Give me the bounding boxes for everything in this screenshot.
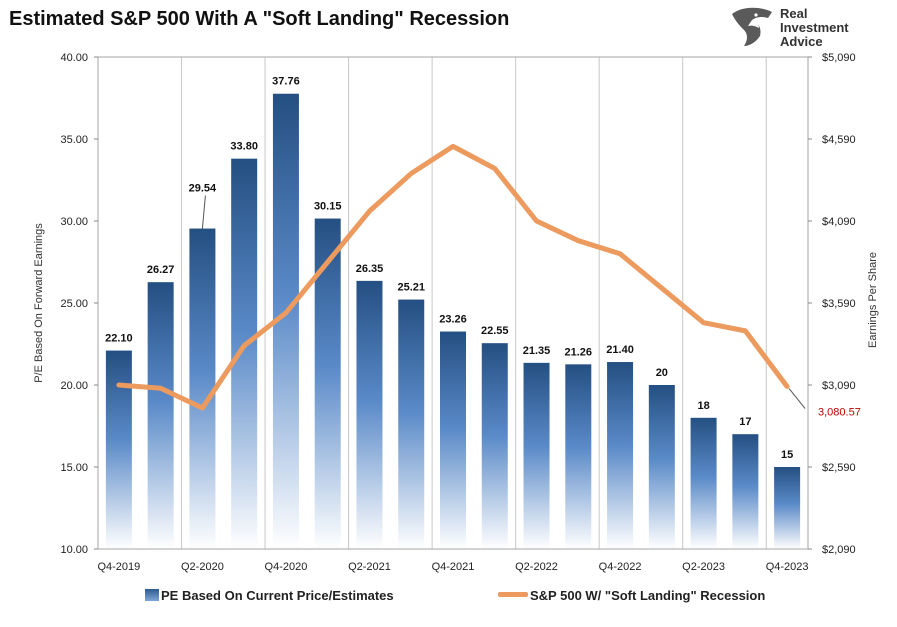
data-label-Q1-2020: 26.27 — [147, 264, 175, 276]
logo-line-2: Investment — [780, 20, 849, 35]
data-label-Q3-2020: 33.80 — [230, 141, 258, 153]
x-tick-label: Q4-2021 — [432, 561, 475, 573]
chart-title: Estimated S&P 500 With A "Soft Landing" … — [9, 8, 510, 30]
legend-label-line: S&P 500 W/ "Soft Landing" Recession — [530, 588, 766, 603]
x-tick-label: Q2-2023 — [682, 561, 725, 573]
y-right-tick-label: $4,090 — [822, 216, 856, 228]
bar-Q3-2022 — [565, 364, 592, 549]
bar-Q1-2021 — [314, 218, 341, 550]
legend-swatch-bars — [145, 589, 159, 601]
bar-Q3-2023 — [732, 434, 759, 549]
bar-Q2-2023 — [690, 417, 717, 549]
end-leader-line — [788, 388, 806, 409]
y-left-tick-label: 20.00 — [60, 380, 88, 392]
data-label-Q4-2023: 15 — [781, 449, 793, 461]
data-label-Q2-2021: 26.35 — [356, 263, 384, 275]
logo: Real Investment Advice — [728, 4, 888, 49]
logo-line-3: Advice — [780, 34, 823, 49]
bar-Q2-2020 — [189, 228, 216, 549]
y-left-tick-label: 10.00 — [60, 544, 88, 556]
y-right-tick-label: $2,090 — [822, 544, 856, 556]
bar-Q1-2023 — [648, 385, 675, 549]
y-left-tick-label: 25.00 — [60, 298, 88, 310]
y-right-tick-label: $5,090 — [822, 52, 856, 64]
data-label-Q4-2020: 37.76 — [272, 76, 300, 88]
data-label-Q3-2021: 25.21 — [397, 282, 425, 294]
legend-item-bars: PE Based On Current Price/Estimates — [145, 588, 394, 603]
data-label-Q1-2023: 20 — [656, 367, 668, 379]
data-label-Q1-2022: 22.55 — [481, 325, 509, 337]
bar-Q1-2020 — [147, 282, 174, 549]
bar-Q2-2022 — [523, 362, 550, 549]
y-right-tick-label: $3,090 — [822, 380, 856, 392]
sp500-end-label: 3,080.57 — [818, 407, 861, 419]
x-tick-label: Q4-2023 — [766, 561, 809, 573]
y-left-tick-label: 35.00 — [60, 134, 88, 146]
y-left-tick-label: 30.00 — [60, 216, 88, 228]
data-label-Q2-2022: 21.35 — [523, 345, 551, 357]
y-left-tick-label: 15.00 — [60, 462, 88, 474]
data-label-Q3-2023: 17 — [739, 416, 751, 428]
chart: 10.00 15.00 20.00 25.00 30.00 35.00 40.00 $2,09… — [33, 52, 879, 573]
eagle-head-icon — [732, 7, 772, 47]
bar-Q2-2021 — [356, 280, 383, 549]
logo-line-1: Real — [780, 6, 808, 21]
y-right-axis-title: Earnings Per Share — [867, 252, 879, 348]
x-tick-label: Q4-2019 — [97, 561, 140, 573]
x-tick-label: Q4-2020 — [265, 561, 308, 573]
bar-Q3-2020 — [231, 158, 258, 549]
line-series — [116, 143, 790, 411]
bar-Q3-2021 — [398, 299, 425, 549]
bar-Q4-2021 — [440, 331, 466, 549]
legend: PE Based On Current Price/Estimates S&P … — [0, 584, 897, 608]
x-tick-label: Q2-2022 — [515, 561, 558, 573]
data-label-Q1-2021: 30.15 — [314, 201, 342, 213]
bar-Q4-2019 — [105, 350, 132, 549]
legend-label-bars: PE Based On Current Price/Estimates — [161, 588, 394, 603]
y-right-tick-label: $3,590 — [822, 298, 856, 310]
y-right-tick-label: $4,590 — [822, 134, 856, 146]
data-label-Q4-2019: 22.10 — [105, 333, 133, 345]
axes: 10.00 15.00 20.00 25.00 30.00 35.00 40.00 $2,09… — [33, 52, 879, 573]
bar-Q4-2022 — [607, 362, 634, 549]
x-tick-label: Q4-2022 — [599, 561, 642, 573]
x-tick-label: Q2-2021 — [348, 561, 391, 573]
bar-Q1-2022 — [481, 343, 508, 549]
bar-Q4-2023 — [774, 467, 801, 549]
data-label-Q4-2022: 21.40 — [606, 344, 634, 356]
data-label-Q2-2020: 29.54 — [189, 183, 217, 195]
leader-line — [201, 195, 206, 229]
data-labels: 22.10 26.27 29.54 33.80 37.76 30.15 26.35 25.21… — [105, 76, 861, 461]
legend-swatch-line — [498, 592, 528, 597]
y-left-tick-label: 40.00 — [60, 52, 88, 64]
x-tick-label: Q2-2020 — [181, 561, 224, 573]
y-left-axis-title: P/E Based On Forward Earnings — [33, 223, 45, 383]
y-right-tick-label: $2,590 — [822, 462, 856, 474]
legend-item-line: S&P 500 W/ "Soft Landing" Recession — [498, 588, 765, 603]
data-label-Q3-2022: 21.26 — [565, 346, 593, 358]
data-label-Q4-2021: 23.26 — [439, 314, 467, 326]
data-label-Q2-2023: 18 — [697, 400, 709, 412]
